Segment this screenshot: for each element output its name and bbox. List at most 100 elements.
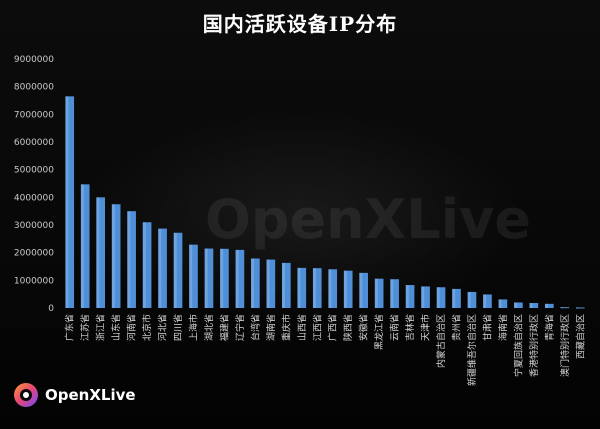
y-axis-ticks: 0 1000000 2000000 3000000 4000000 5000000 6000… xyxy=(14,55,54,314)
x-tick-label-18: 陕西省 xyxy=(342,314,354,341)
bar-highlight-32 xyxy=(560,307,564,309)
bar-highlight-18 xyxy=(343,270,347,308)
bar-highlight-19 xyxy=(359,272,363,308)
bar-highlight-6 xyxy=(158,228,162,308)
x-tick-label-30: 香港特别行政区 xyxy=(528,314,540,377)
x-tick-label-21: 云南省 xyxy=(389,314,401,341)
watermark-text: OpenXLive xyxy=(205,188,531,251)
bar-highlight-12 xyxy=(251,258,255,308)
x-tick-label-6: 河北省 xyxy=(157,314,169,341)
bar-highlight-10 xyxy=(220,248,224,308)
x-tick-label-19: 安徽省 xyxy=(358,314,370,341)
bar-highlight-22 xyxy=(405,285,409,308)
y-tick-label-4: 4000000 xyxy=(14,193,54,203)
y-tick-label-7: 7000000 xyxy=(14,110,54,120)
y-tick-label-9: 9000000 xyxy=(14,55,54,65)
bar-highlight-28 xyxy=(498,299,502,308)
bar-highlight-16 xyxy=(312,268,316,308)
x-tick-label-26: 新疆维吾尔自治区 xyxy=(466,314,478,386)
bar-highlight-7 xyxy=(173,232,177,308)
bar-highlight-5 xyxy=(142,222,146,308)
bar-16 xyxy=(312,268,322,308)
bar-4 xyxy=(127,211,136,308)
bar-highlight-31 xyxy=(544,303,549,308)
chart-title: 国内活跃设备IP分布 xyxy=(202,12,398,36)
bar-31 xyxy=(544,303,554,308)
bar-21 xyxy=(390,279,399,308)
x-tick-label-4: 河南省 xyxy=(126,314,138,341)
x-tick-label-10: 福建省 xyxy=(218,314,230,341)
openxlive-logo-icon xyxy=(14,383,38,407)
x-tick-label-20: 黑龙江省 xyxy=(373,314,385,350)
bar-highlight-9 xyxy=(204,248,208,308)
bar-18 xyxy=(343,270,353,308)
bar-highlight-33 xyxy=(575,307,579,309)
bar-highlight-8 xyxy=(189,244,193,308)
bar-highlight-29 xyxy=(514,302,518,308)
bar-28 xyxy=(498,299,508,308)
x-tick-label-25: 贵州省 xyxy=(451,314,463,341)
bar-highlight-15 xyxy=(297,267,301,308)
bar-30 xyxy=(529,303,539,308)
bar-24 xyxy=(436,287,446,308)
y-tick-label-3: 3000000 xyxy=(14,221,54,231)
bar-25 xyxy=(452,288,461,308)
bar-32 xyxy=(560,307,570,309)
bar-1 xyxy=(80,184,90,308)
bar-3 xyxy=(111,204,121,308)
bar-highlight-23 xyxy=(421,286,425,308)
bar-27 xyxy=(483,294,492,308)
bar-highlight-1 xyxy=(80,184,84,308)
bar-14 xyxy=(281,262,291,308)
bar-highlight-25 xyxy=(452,288,456,308)
x-tick-label-24: 内蒙古自治区 xyxy=(435,314,447,368)
x-tick-label-13: 湖南省 xyxy=(265,314,277,341)
x-tick-label-29: 宁夏回族自治区 xyxy=(512,314,524,377)
y-tick-label-0: 0 xyxy=(48,304,54,314)
x-tick-label-2: 浙江省 xyxy=(95,314,107,341)
x-tick-label-9: 湖北省 xyxy=(203,314,215,341)
bar-highlight-17 xyxy=(328,269,332,308)
x-tick-label-28: 海南省 xyxy=(497,314,509,341)
x-tick-label-12: 台湾省 xyxy=(249,314,261,341)
x-tick-label-8: 上海市 xyxy=(188,314,200,341)
x-tick-label-15: 山西省 xyxy=(296,314,308,341)
y-tick-label-5: 5000000 xyxy=(14,166,54,176)
bar-29 xyxy=(514,302,523,308)
x-tick-label-16: 江西省 xyxy=(311,314,323,341)
bar-highlight-20 xyxy=(374,278,378,308)
bar-7 xyxy=(173,232,183,308)
bar-8 xyxy=(189,244,198,308)
x-tick-label-33: 西藏自治区 xyxy=(574,314,586,359)
bar-5 xyxy=(142,222,152,308)
bar-highlight-21 xyxy=(390,279,394,308)
bars-group xyxy=(65,96,585,309)
bar-highlight-11 xyxy=(235,249,239,308)
x-tick-label-31: 青海省 xyxy=(543,314,555,341)
bar-highlight-13 xyxy=(266,259,270,308)
bar-highlight-2 xyxy=(96,197,100,308)
y-tick-label-8: 8000000 xyxy=(14,83,54,93)
bar-9 xyxy=(204,248,214,308)
bar-12 xyxy=(251,258,260,308)
x-tick-label-14: 重庆市 xyxy=(280,314,292,341)
bar-highlight-4 xyxy=(127,211,131,308)
bar-0 xyxy=(65,96,75,308)
x-tick-label-11: 辽宁省 xyxy=(234,314,246,341)
bar-17 xyxy=(328,269,338,308)
bar-19 xyxy=(359,272,368,308)
bar-13 xyxy=(266,259,276,308)
bar-23 xyxy=(421,286,430,308)
bar-2 xyxy=(96,197,105,308)
brand-logo: OpenXLive xyxy=(13,378,136,412)
bar-10 xyxy=(220,248,229,308)
x-tick-label-7: 四川省 xyxy=(172,314,184,341)
y-tick-label-2: 2000000 xyxy=(14,249,54,259)
x-tick-label-3: 山东省 xyxy=(110,314,122,341)
bar-26 xyxy=(467,291,477,308)
bar-highlight-30 xyxy=(529,303,533,308)
bar-20 xyxy=(374,278,384,308)
y-tick-label-6: 6000000 xyxy=(14,138,54,148)
logo-text: OpenXLive xyxy=(45,386,136,404)
